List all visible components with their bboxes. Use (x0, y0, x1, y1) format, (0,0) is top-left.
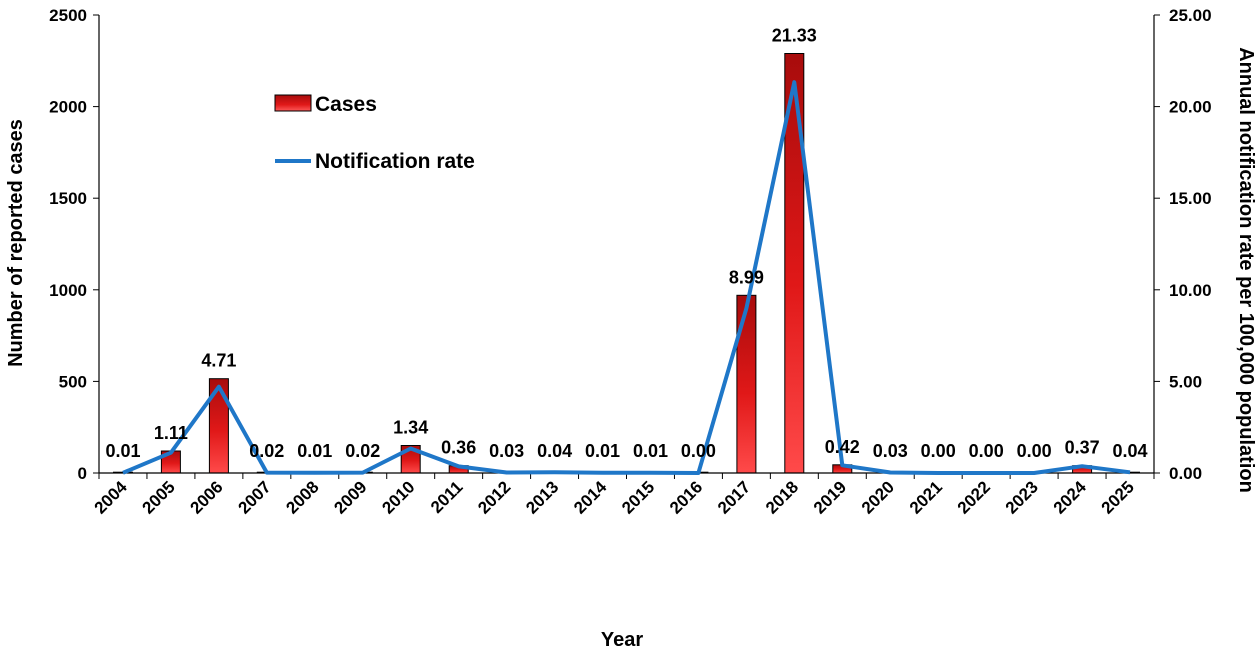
rate-label-2024: 0.37 (1065, 438, 1100, 458)
y-tick-label: 1500 (49, 189, 87, 208)
x-tick-label-2024: 2024 (1050, 477, 1091, 518)
bar-2017 (736, 294, 757, 474)
x-tick-label-2008: 2008 (282, 477, 322, 517)
legend-rate-label: Notification rate (315, 150, 475, 173)
x-tick-label-2018: 2018 (762, 477, 802, 517)
rate-label-2012: 0.03 (489, 441, 524, 461)
bars-layer (113, 53, 1140, 474)
rate-label-2005: 1.11 (154, 423, 188, 443)
rate-label-2015: 0.01 (633, 441, 668, 461)
legend: Cases Notification rate (274, 93, 475, 173)
rate-label-2017: 8.99 (729, 267, 764, 287)
line-layer (122, 80, 1131, 475)
rate-label-2011: 0.36 (441, 438, 476, 458)
y2-tick-label: 5.00 (1169, 372, 1202, 391)
x-tick-label-2005: 2005 (139, 477, 179, 517)
y-tick-label: 2000 (49, 98, 87, 117)
y-tick-label: 2500 (49, 6, 87, 25)
x-tick-label-2017: 2017 (714, 477, 754, 517)
x-tick-label-2013: 2013 (522, 477, 562, 517)
y-tick-label: 500 (59, 372, 87, 391)
y2-tick-label: 10.00 (1169, 281, 1212, 300)
y2-axis-title: Annual notification rate per 100,000 pop… (1235, 47, 1257, 493)
legend-cases-label: Cases (315, 93, 377, 116)
y2-tick-label: 15.00 (1169, 189, 1212, 208)
x-tick-label-2011: 2011 (427, 477, 467, 517)
rate-label-2016: 0.00 (681, 441, 716, 461)
y-tick-label: 0 (78, 464, 87, 483)
x-tick-label-2014: 2014 (570, 477, 611, 518)
rate-label-2013: 0.04 (537, 441, 572, 461)
rate-label-2007: 0.02 (249, 441, 284, 461)
y2-tick-label: 0.00 (1169, 464, 1202, 483)
rate-label-2025: 0.04 (1112, 441, 1147, 461)
rate-label-2004: 0.01 (105, 441, 140, 461)
x-tick-label-2025: 2025 (1098, 477, 1138, 517)
x-tick-label-2007: 2007 (234, 477, 274, 517)
x-tick-label-2009: 2009 (330, 477, 370, 517)
x-tick-label-2004: 2004 (91, 477, 132, 518)
titles-layer: Year Number of reported cases Annual not… (5, 47, 1257, 651)
rate-label-2009: 0.02 (345, 441, 380, 461)
x-tick-label-2015: 2015 (618, 477, 658, 517)
notification-rate-line (122, 80, 1131, 475)
labels-layer: 0.01 1.11 4.71 0.02 0.01 0.02 1.34 0.36 0.03 0.04… (105, 26, 1147, 462)
rate-label-2014: 0.01 (585, 441, 620, 461)
y-axis-title: Number of reported cases (5, 119, 27, 367)
rate-label-2008: 0.01 (297, 441, 332, 461)
x-tick-label-2022: 2022 (954, 477, 994, 517)
x-tick-label-2020: 2020 (858, 477, 898, 517)
rate-label-2021: 0.00 (921, 441, 956, 461)
x-tick-label-2006: 2006 (187, 477, 227, 517)
rate-label-2022: 0.00 (969, 441, 1004, 461)
rate-label-2010: 1.34 (393, 418, 428, 438)
rate-label-2006: 4.71 (201, 351, 236, 371)
x-axis-title: Year (601, 629, 643, 651)
x-tick-label-2012: 2012 (474, 477, 514, 517)
x-tick-label-2023: 2023 (1002, 477, 1042, 517)
y2-tick-label: 25.00 (1169, 6, 1212, 25)
rate-label-2023: 0.00 (1017, 441, 1052, 461)
x-tick-label-2019: 2019 (810, 477, 850, 517)
x-tick-label-2016: 2016 (666, 477, 706, 517)
rate-label-2019: 0.42 (825, 437, 860, 457)
x-tick-label-2010: 2010 (378, 477, 418, 517)
y-tick-label: 1000 (49, 281, 87, 300)
x-tick-label-2021: 2021 (906, 477, 946, 517)
legend-cases-swatch (274, 94, 312, 112)
rate-label-2018: 21.33 (772, 26, 817, 46)
y2-tick-label: 20.00 (1169, 98, 1212, 117)
rate-label-2020: 0.03 (873, 441, 908, 461)
